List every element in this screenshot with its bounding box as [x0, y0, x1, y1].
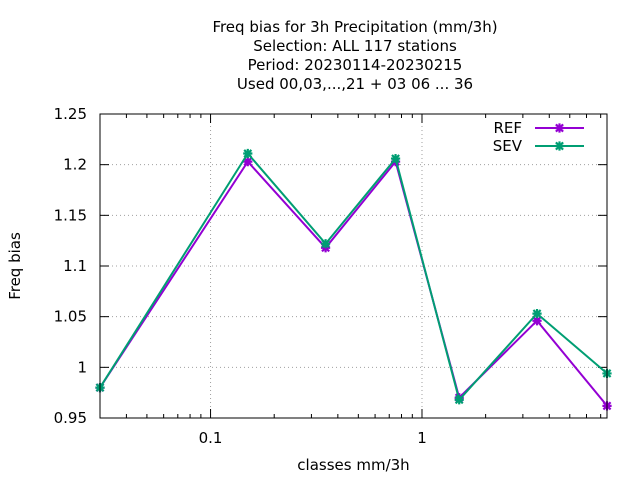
- y-tick-label: 1.1: [63, 257, 87, 275]
- plot-border: [99, 113, 608, 419]
- chart-title-line: Freq bias for 3h Precipitation (mm/3h): [212, 18, 497, 36]
- chart-title-line: Used 00,03,...,21 + 03 06 ... 36: [237, 75, 473, 93]
- legend-label: SEV: [493, 137, 523, 155]
- y-tick-label: 1.05: [54, 308, 87, 326]
- series-line-sev: [99, 151, 608, 402]
- data-point-sev: [390, 153, 401, 164]
- y-tick-label: 1: [77, 358, 87, 376]
- axis-ticks: [100, 113, 607, 419]
- legend-swatch-marker: [554, 141, 565, 151]
- y-tick-label: 1.15: [54, 206, 87, 224]
- x-axis-label: classes mm/3h: [297, 456, 409, 474]
- y-axis-label: Freq bias: [6, 232, 24, 300]
- legend-label: REF: [493, 119, 522, 137]
- tick-labels: 0.95 1 1.05 1.1 1.15 1.2 1.25 0.1 1: [54, 105, 427, 447]
- x-tick-label: 0.1: [199, 429, 223, 447]
- y-tick-label: 0.95: [54, 409, 87, 427]
- y-tick-label: 1.25: [54, 105, 87, 123]
- x-tick-label: 1: [417, 429, 427, 447]
- data-point-ref: [243, 157, 253, 167]
- chart-title-line: Period: 20230114-20230215: [248, 56, 463, 74]
- data-point-sev: [532, 309, 542, 319]
- data-point-ref: [532, 316, 542, 326]
- y-tick-label: 1.2: [63, 156, 87, 174]
- series-lines: [95, 148, 612, 411]
- legend-swatch-marker: [554, 123, 565, 133]
- data-point-sev: [454, 395, 464, 405]
- series-line-ref: [99, 159, 608, 407]
- chart-title-line: Selection: ALL 117 stations: [253, 37, 457, 55]
- chart-title: Freq bias for 3h Precipitation (mm/3h)Se…: [212, 18, 497, 93]
- data-point-sev: [320, 239, 331, 249]
- grid: [100, 114, 607, 418]
- data-point-sev: [243, 148, 253, 159]
